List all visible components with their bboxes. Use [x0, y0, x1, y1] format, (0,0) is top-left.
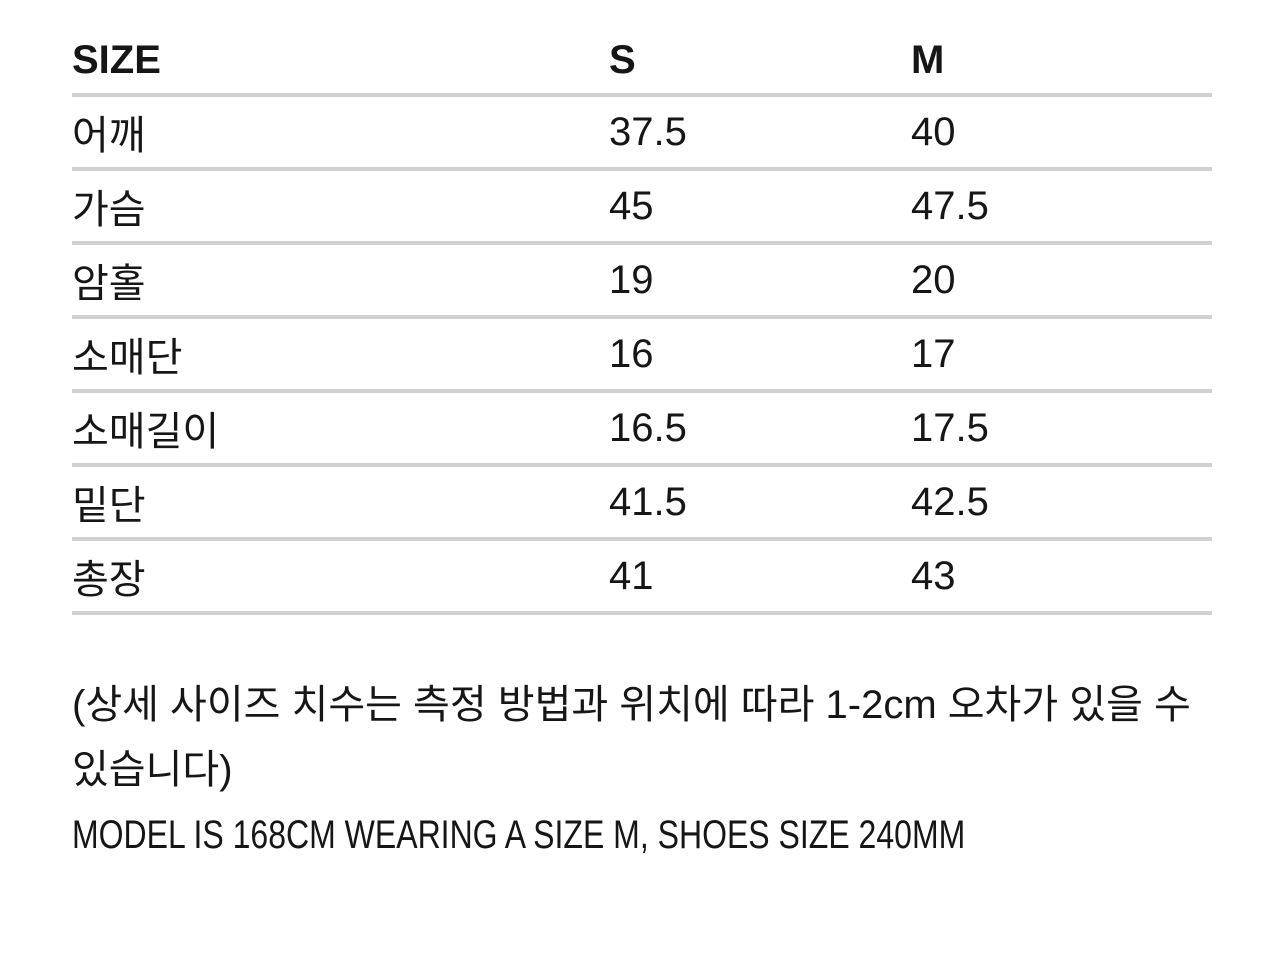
measurement-label: 암홀: [72, 243, 609, 319]
value-m: 47.5: [911, 169, 1212, 245]
value-m: 20: [911, 243, 1212, 319]
value-s: 41: [609, 539, 911, 615]
table-row: 총장 41 43: [72, 539, 1212, 615]
size-table: SIZE S M 어깨 37.5 40 가슴 45 47.5 암홀 19 20: [72, 27, 1212, 615]
measurement-label: 가슴: [72, 169, 609, 245]
value-s: 37.5: [609, 95, 911, 171]
table-row: 밑단 41.5 42.5: [72, 465, 1212, 541]
value-m: 40: [911, 95, 1212, 171]
value-m: 42.5: [911, 465, 1212, 541]
value-s: 45: [609, 169, 911, 245]
value-s: 41.5: [609, 465, 911, 541]
measurement-label: 밑단: [72, 465, 609, 541]
value-s: 16.5: [609, 391, 911, 467]
table-row: 어깨 37.5 40: [72, 95, 1212, 171]
tolerance-note: (상세 사이즈 치수는 측정 방법과 위치에 따라 1-2cm 오차가 있을 수…: [72, 683, 1191, 792]
table-row: 암홀 19 20: [72, 243, 1212, 319]
measurement-label: 총장: [72, 539, 609, 615]
table-row: 소매길이 16.5 17.5: [72, 391, 1212, 467]
value-m: 17: [911, 317, 1212, 393]
value-m: 43: [911, 539, 1212, 615]
notes-block: (상세 사이즈 치수는 측정 방법과 위치에 따라 1-2cm 오차가 있을 수…: [72, 673, 1212, 868]
value-s: 19: [609, 243, 911, 319]
measurement-label: 소매단: [72, 317, 609, 393]
table-header-row: SIZE S M: [72, 27, 1212, 97]
table-row: 소매단 16 17: [72, 317, 1212, 393]
value-s: 16: [609, 317, 911, 393]
header-size: SIZE: [72, 27, 609, 97]
value-m: 17.5: [911, 391, 1212, 467]
header-m: M: [911, 27, 1212, 97]
model-info-line: MODEL IS 168CM WEARING A SIZE M, SHOES S…: [72, 803, 1212, 868]
model-info: MODEL IS 168CM WEARING A SIZE M, SHOES S…: [72, 813, 966, 857]
measurement-label: 소매길이: [72, 391, 609, 467]
table-row: 가슴 45 47.5: [72, 169, 1212, 245]
measurement-label: 어깨: [72, 95, 609, 171]
header-s: S: [609, 27, 911, 97]
